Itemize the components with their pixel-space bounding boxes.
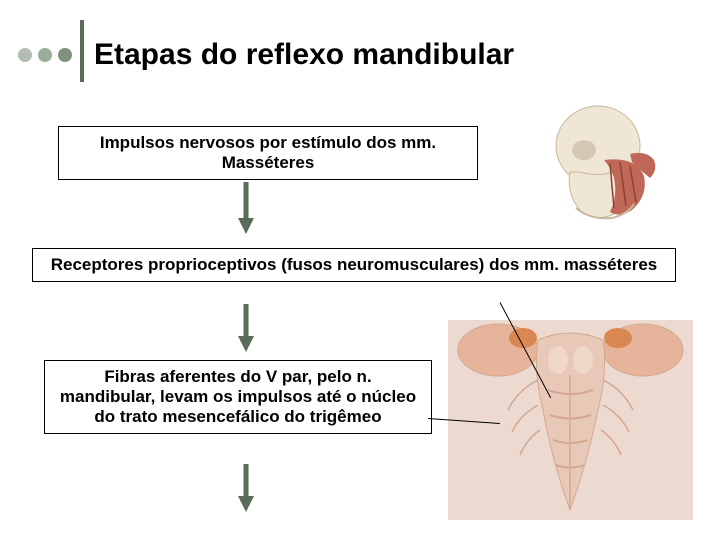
- step-box-2-text: Receptores proprioceptivos (fusos neurom…: [51, 255, 658, 274]
- step-box-1-text: Impulsos nervosos por estímulo dos mm. M…: [100, 133, 436, 172]
- dot-2: [38, 48, 52, 62]
- slide-header: Etapas do reflexo mandibular: [18, 28, 514, 82]
- step-box-1: Impulsos nervosos por estímulo dos mm. M…: [58, 126, 478, 180]
- bullet-dots: [18, 48, 72, 62]
- slide-title: Etapas do reflexo mandibular: [94, 38, 514, 72]
- header-vline: [80, 20, 84, 82]
- flow-arrow-1: [236, 180, 256, 236]
- brainstem-illustration: [448, 320, 693, 520]
- step-box-3: Fibras aferentes do V par, pelo n. mandi…: [44, 360, 432, 434]
- step-box-2: Receptores proprioceptivos (fusos neurom…: [32, 248, 676, 282]
- step-box-3-text: Fibras aferentes do V par, pelo n. mandi…: [60, 367, 416, 426]
- dot-1: [18, 48, 32, 62]
- flow-arrow-2: [236, 302, 256, 354]
- dot-3: [58, 48, 72, 62]
- skull-masseter-illustration: [540, 100, 670, 230]
- flow-arrow-3: [236, 462, 256, 514]
